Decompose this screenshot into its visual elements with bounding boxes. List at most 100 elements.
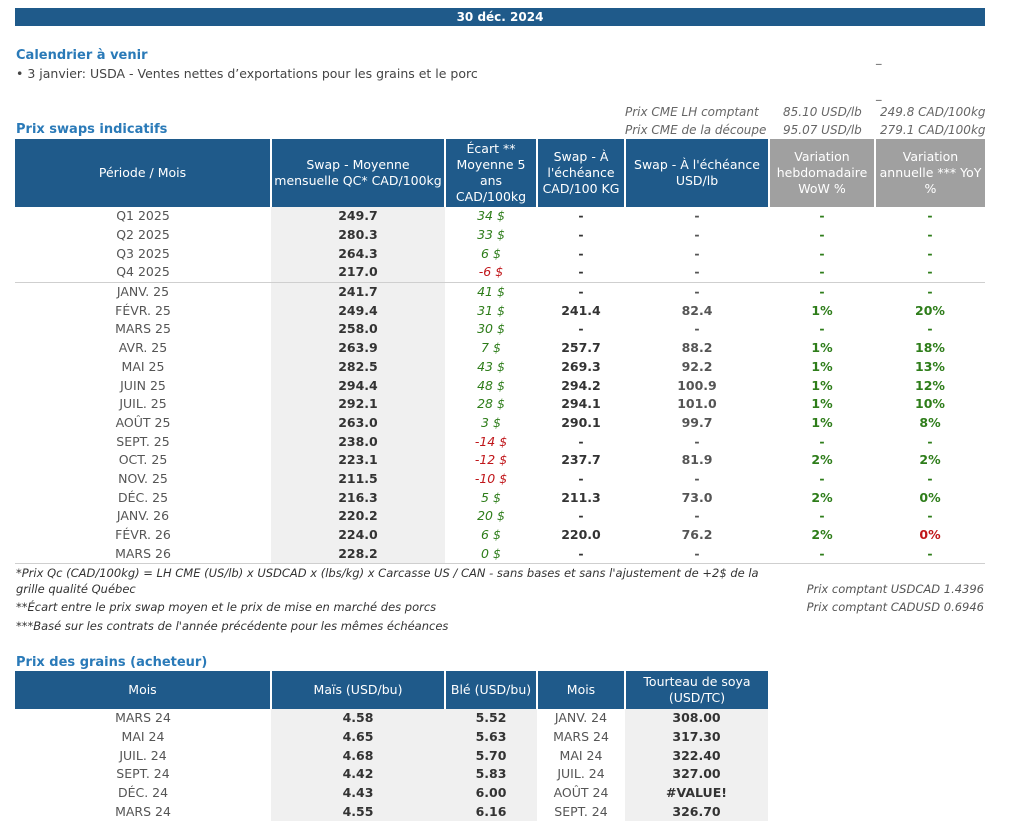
table-row: DÉC. 24 4.43 6.00 AOÛT 24 #VALUE!: [15, 783, 768, 803]
table-row: MAI 24 4.65 5.63 MARS 24 317.30: [15, 727, 768, 747]
table-row: Q3 2025 264.3 6 $ - - - -: [15, 244, 985, 264]
swap-cell: 249.7: [271, 207, 445, 226]
date-bar: 30 déc. 2024: [15, 8, 985, 26]
period-cell: SEPT. 25: [116, 433, 170, 449]
swap-cad-cell: -: [578, 227, 584, 243]
swap-cad-cell: -: [578, 433, 584, 449]
period-cell: Q2 2025: [116, 227, 170, 243]
header-periode: Période / Mois: [15, 139, 272, 207]
ecart-cell: 5 $: [481, 489, 501, 505]
table-row: NOV. 25 211.5 -10 $ - - - -: [15, 469, 985, 489]
table-row: JANV. 26 220.2 20 $ - - - -: [15, 507, 985, 526]
table-row: AVR. 25 263.9 7 $ 257.7 88.2 1% 18%: [15, 338, 985, 358]
swap-cad-cell: 220.0: [561, 527, 601, 543]
table-row: OCT. 25 223.1 -12 $ 237.7 81.9 2% 2%: [15, 450, 985, 470]
wow-cell: -: [769, 544, 875, 565]
swap-cell: 238.0: [271, 432, 445, 451]
swap-cad-cell: -: [578, 508, 584, 524]
yoy-cell: -: [875, 281, 985, 302]
swap-usd-cell: -: [694, 245, 700, 261]
table-row: JUIL. 25 292.1 28 $ 294.1 101.0 1% 10%: [15, 394, 985, 414]
swap-cad-cell: 257.7: [561, 340, 601, 356]
yoy-cell: -: [927, 208, 933, 224]
note-1a: *Prix Qc (CAD/100kg) = LH CME (US/lb) x …: [16, 566, 759, 580]
ecart-cell: 41 $: [445, 281, 537, 302]
cme-decoupe-cad: 279.1 CAD/100kg: [880, 123, 986, 137]
yoy-cell: 8%: [919, 414, 941, 430]
soya-cell: 326.70: [625, 802, 768, 822]
header-swap-cad: Swap - À l'échéance CAD/100 KG: [537, 139, 626, 207]
period-cell: JUIL. 25: [119, 396, 167, 412]
period-cell: JUIN 25: [120, 377, 166, 393]
swap-cell: 264.3: [271, 244, 445, 264]
calendar-item: • 3 janvier: USDA - Ventes nettes d’expo…: [16, 66, 478, 81]
grains-header-mois-2: Mois: [537, 671, 626, 709]
header-swap-usd: Swap - À l'échéance USD/lb: [625, 139, 770, 207]
swap-cell: 241.7: [271, 281, 445, 302]
yoy-cell: 18%: [915, 340, 945, 356]
wow-cell: -: [819, 321, 825, 337]
soya-cell: 317.30: [625, 727, 768, 747]
ecart-cell: 6 $: [481, 245, 501, 261]
swap-cell: 216.3: [271, 488, 445, 507]
swap-cad-cell: 241.4: [561, 302, 601, 318]
table-row: DÉC. 25 216.3 5 $ 211.3 73.0 2% 0%: [15, 488, 985, 507]
usdcad-rate: Prix comptant USDCAD 1.4396: [806, 582, 984, 596]
wow-cell: 1%: [811, 396, 833, 412]
period-cell: Q4 2025: [116, 264, 170, 280]
ecart-cell: -10 $: [474, 470, 508, 486]
table-row: FÉVR. 26 224.0 6 $ 220.0 76.2 2% 0%: [15, 525, 985, 545]
swap-cell: 258.0: [271, 320, 445, 339]
table-row: MARS 24 4.58 5.52 JANV. 24 308.00: [15, 709, 768, 728]
swap-cell: 263.9: [271, 338, 445, 358]
swap-cell: 263.0: [271, 413, 445, 433]
grains-header-ble: Blé (USD/bu): [445, 671, 538, 709]
month-cell-2: SEPT. 24: [554, 803, 608, 819]
table-row: MARS 26 228.2 0 $ - - - -: [15, 544, 985, 565]
yoy-cell: 2%: [919, 452, 941, 468]
header-wow: Variation hebdomadaire WoW %: [769, 139, 876, 207]
wow-cell: -: [819, 264, 825, 280]
swap-cell: 211.5: [271, 469, 445, 489]
swap-usd-cell: -: [694, 470, 700, 486]
table-row: MAI 25 282.5 43 $ 269.3 92.2 1% 13%: [15, 357, 985, 377]
soya-cell: 308.00: [625, 709, 768, 728]
table-row: Q2 2025 280.3 33 $ - - - -: [15, 225, 985, 245]
yoy-cell: -: [927, 227, 933, 243]
cme-decoupe-usd: 95.07 USD/lb: [783, 123, 862, 137]
ecart-cell: 20 $: [477, 508, 505, 524]
period-cell: MAI 25: [121, 358, 165, 374]
note-2: **Écart entre le prix swap moyen et le p…: [16, 600, 437, 614]
swap-cad-cell: 237.7: [561, 452, 601, 468]
period-cell: AOÛT 25: [115, 414, 171, 430]
swap-usd-cell: -: [694, 208, 700, 224]
soya-cell: #VALUE!: [625, 783, 768, 803]
yoy-cell: 12%: [915, 377, 945, 393]
ecart-cell: 0 $: [445, 544, 537, 565]
period-cell: FÉVR. 25: [115, 302, 171, 318]
cme-lh-cad: 249.8 CAD/100kg: [880, 105, 986, 119]
yoy-cell: -: [927, 245, 933, 261]
swap-cell: 249.4: [271, 301, 445, 321]
swap-usd-cell: -: [694, 227, 700, 243]
yoy-cell: -: [927, 433, 933, 449]
ecart-cell: 34 $: [477, 208, 505, 224]
table-row: SEPT. 25 238.0 -14 $ - - - -: [15, 432, 985, 451]
calendar-title: Calendrier à venir: [16, 48, 148, 63]
month-cell: SEPT. 24: [116, 766, 170, 782]
dash-mark: _: [876, 88, 882, 101]
period-cell: OCT. 25: [118, 452, 168, 468]
period-cell: FÉVR. 26: [115, 527, 171, 543]
ecart-cell: 48 $: [477, 377, 505, 393]
ecart-cell: 3 $: [481, 414, 501, 430]
swap-cell: 228.2: [271, 544, 445, 565]
period-cell: MARS 26: [15, 544, 271, 565]
swap-usd-cell: 101.0: [677, 396, 717, 412]
wow-cell: -: [819, 508, 825, 524]
swap-cad-cell: -: [578, 321, 584, 337]
mais-cell: 4.43: [271, 783, 445, 803]
table-row: JANV. 25 241.7 41 $ - - - -: [15, 281, 985, 302]
wow-cell: -: [769, 281, 875, 302]
table-row: JUIL. 24 4.68 5.70 MAI 24 322.40: [15, 746, 768, 766]
swap-cad-cell: 269.3: [561, 358, 601, 374]
